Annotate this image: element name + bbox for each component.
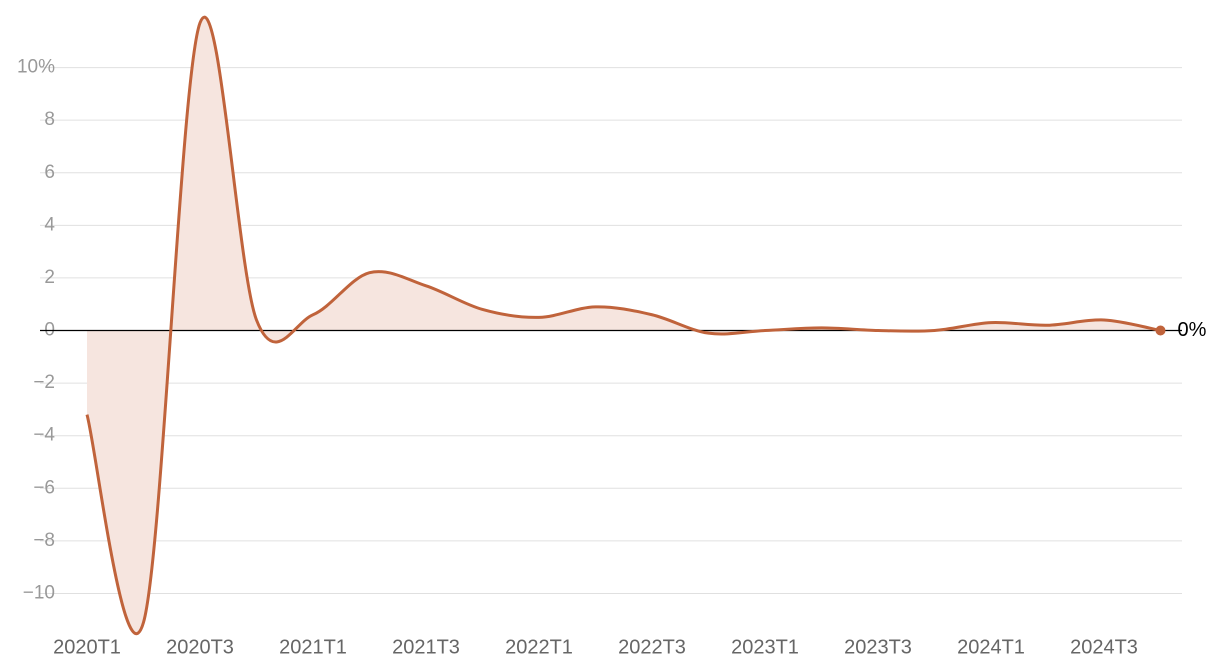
x-tick-label: 2022T1 [505,636,573,658]
y-tick-label: 2 [44,267,55,288]
area [87,17,1161,634]
x-tick-label: 2024T1 [957,636,1025,658]
value-label: 0% [1178,319,1207,341]
y-tick-label: −8 [33,530,55,551]
x-tick-label: 2022T3 [618,636,686,658]
line [85,15,1161,635]
x-tick-label: 2023T1 [731,636,799,658]
end-dot [1155,325,1166,336]
x-tick-label: 2020T3 [166,636,234,658]
y-tick-label: −4 [33,425,55,446]
y-tick-label: −2 [33,372,55,393]
x-tick-label: 2020T1 [53,636,121,658]
y-tick-label: 6 [44,162,55,183]
x-tick-label: 2021T1 [279,636,347,658]
y-tick-label: −10 [23,582,55,603]
x-tick-label: 2024T3 [1070,636,1138,658]
y-tick-label: 8 [44,109,55,130]
y-tick-label: −6 [33,477,55,498]
y-tick-label: 4 [44,214,55,235]
x-tick-label: 2021T3 [392,636,460,658]
x-tick-label: 2023T3 [844,636,912,658]
y-tick-label: 10% [17,57,55,78]
